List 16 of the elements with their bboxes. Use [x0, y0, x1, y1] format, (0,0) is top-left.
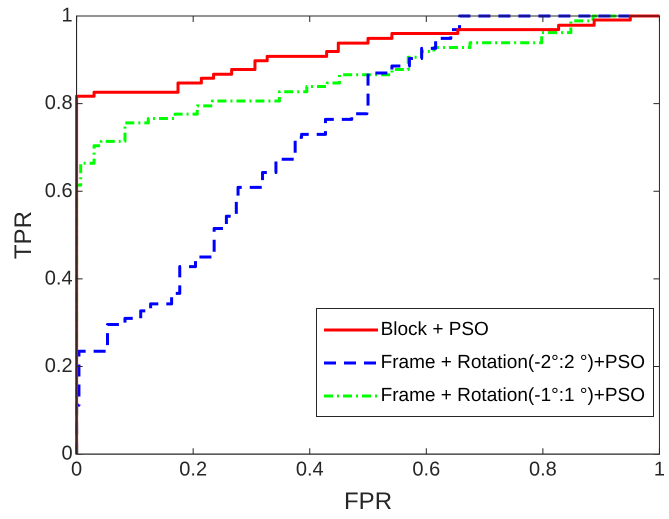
x-tick-label: 0.6 — [412, 458, 440, 481]
y-tick-label: 0.4 — [44, 267, 73, 290]
legend-label: Frame + Rotation(-1°:1 °)+PSO — [380, 384, 645, 406]
y-tick-label: 1 — [61, 4, 73, 27]
y-tick-label: 0.8 — [44, 92, 73, 114]
x-tick-label: 1 — [654, 458, 665, 481]
legend-label: Frame + Rotation(-2°:2 °)+PSO — [380, 352, 645, 374]
x-tick-label: 0.4 — [296, 458, 324, 481]
y-tick-label: 0.2 — [44, 355, 73, 378]
y-axis-title: TPR — [10, 211, 38, 260]
y-tick-label: 0 — [61, 442, 73, 465]
legend-label: Block + PSO — [380, 318, 489, 340]
x-axis-title: FPR — [344, 488, 392, 516]
x-tick-label: 0.2 — [179, 458, 208, 481]
y-tick-label: 0.6 — [44, 180, 73, 202]
x-tick-label: 0.8 — [528, 458, 557, 481]
